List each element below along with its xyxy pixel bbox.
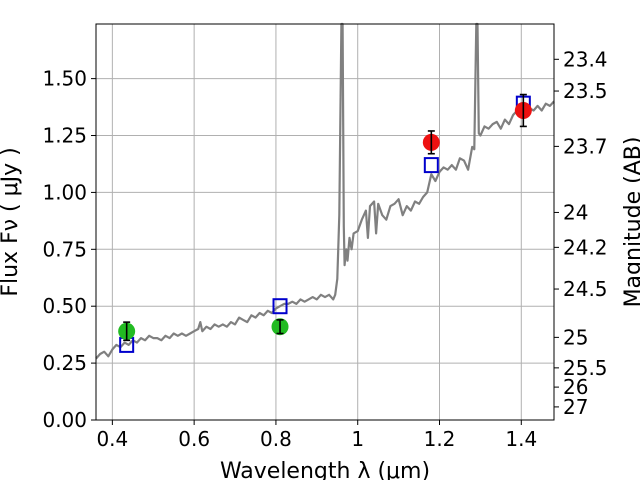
y2-tick-label: 24: [563, 200, 588, 224]
y2-tick-label: 24.2: [563, 235, 608, 259]
y-tick-label: 1.00: [42, 180, 87, 204]
y-tick-label: 1.25: [42, 124, 87, 148]
model-point: [272, 298, 288, 315]
y2-axis-label: Magnitude (AB): [621, 137, 640, 308]
points-layer: [118, 93, 532, 353]
y2-tick-label: 24.5: [563, 277, 608, 301]
model-point: [423, 157, 439, 174]
x-tick-label: 1.2: [424, 427, 456, 451]
x-tick-label: 0.6: [178, 427, 210, 451]
plot-frame: [95, 23, 555, 421]
y2-tick-label: 27: [563, 395, 588, 419]
y-tick-label: 0.00: [42, 408, 87, 432]
y-tick-label: 0.25: [42, 351, 87, 375]
y2-tick-label: 26: [563, 375, 588, 399]
y2-tick-label: 23.4: [563, 47, 608, 71]
y2-tick-label: 23.5: [563, 79, 608, 103]
y-tick-label: 1.50: [42, 67, 87, 91]
grid: [96, 24, 554, 421]
y2-tick-label: 25: [563, 325, 588, 349]
y2-tick-label: 25.5: [563, 356, 608, 380]
x-axis: 0.4 0.6 0.8 1 1.2 1.4: [96, 420, 537, 451]
y-axis: 0.00 0.25 0.50 0.75 1.00 1.25 1.50: [42, 67, 96, 432]
y2-tick-label: 23.7: [563, 134, 608, 158]
x-tick-label: 1: [351, 427, 364, 451]
x-tick-label: 0.8: [260, 427, 292, 451]
y-tick-label: 0.75: [42, 237, 87, 261]
x-axis-label: Wavelength λ (μm): [220, 459, 430, 480]
x-tick-label: 1.4: [505, 427, 537, 451]
y-tick-label: 0.50: [42, 294, 87, 318]
x-tick-label: 0.4: [96, 427, 128, 451]
y-axis-label: Flux Fν ( μJy ): [0, 147, 23, 296]
